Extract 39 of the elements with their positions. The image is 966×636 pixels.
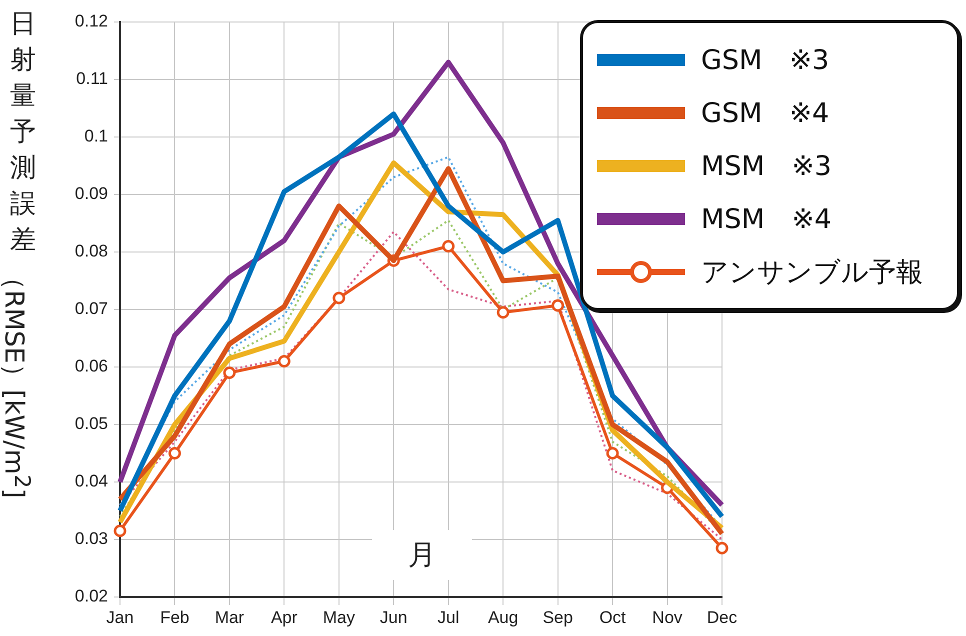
legend-label: アンサンブル予報 <box>701 256 923 290</box>
point <box>606 447 619 460</box>
x-tick-label: Sep <box>542 608 573 627</box>
y-tick-label: 0.05 <box>74 414 108 434</box>
y-tick-label: 0.11 <box>76 69 108 88</box>
legend-label: MSM ※3 <box>701 150 832 184</box>
point <box>114 524 126 538</box>
y-tick-label: 0.07 <box>74 299 108 318</box>
point <box>716 542 728 554</box>
x-axis-title: 月 <box>372 530 472 580</box>
y-tick-label: 0.08 <box>74 242 108 261</box>
point <box>278 355 290 368</box>
y-tick-label: 0.02 <box>74 586 108 606</box>
x-tick-label: Jul <box>437 608 460 627</box>
x-tick-label: Nov <box>652 608 683 627</box>
x-tick-label: Jan <box>106 608 134 627</box>
point <box>442 240 455 252</box>
y-tick-label: 0.09 <box>74 184 108 204</box>
y-tick-label: 0.06 <box>74 356 108 376</box>
x-tick-label: Mar <box>214 608 244 627</box>
y-tick-label: 0.1 <box>84 126 108 146</box>
x-tick-label: Apr <box>270 608 298 627</box>
y-tick-label: 0.04 <box>74 472 108 491</box>
point <box>552 299 564 312</box>
y-tick-label: 0.03 <box>74 529 108 548</box>
x-tick-label: Dec <box>706 608 738 627</box>
legend-label: GSM ※3 <box>701 44 830 78</box>
x-tick-label: Feb <box>160 608 190 627</box>
legend-label: MSM ※4 <box>701 202 832 236</box>
point <box>168 447 181 460</box>
point <box>223 366 236 379</box>
x-tick-label: Jun <box>380 608 408 627</box>
x-tick-label: Aug <box>488 608 518 627</box>
y-tick-label: 0.12 <box>74 12 108 31</box>
legend-label: GSM ※4 <box>701 96 830 130</box>
x-tick-label: May <box>322 608 356 627</box>
x-tick-label: Oct <box>599 608 626 627</box>
point <box>332 292 346 304</box>
point <box>496 306 510 319</box>
